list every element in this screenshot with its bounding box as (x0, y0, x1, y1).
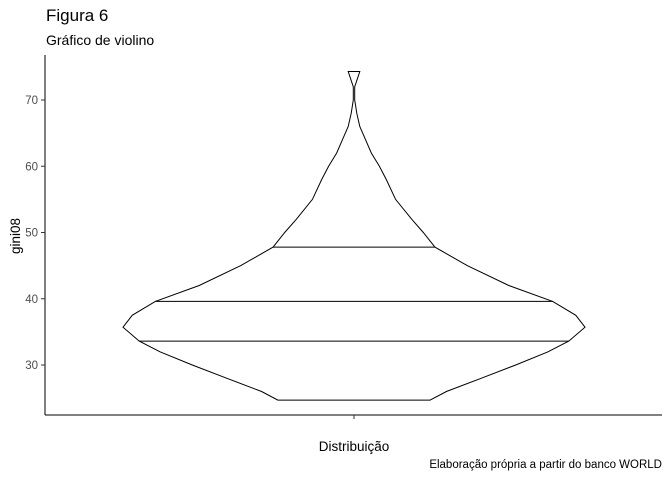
chart-caption: Elaboração própria a partir do banco WOR… (429, 459, 662, 471)
y-tick-label: 30 (25, 360, 38, 372)
y-tick-label: 70 (25, 95, 38, 107)
violin-outline (122, 71, 586, 401)
y-tick-label: 50 (25, 228, 38, 240)
chart-subtitle: Gráfico de violino (46, 32, 155, 48)
chart-title: Figura 6 (46, 6, 109, 25)
y-ticks: 30 40 50 60 70 (25, 95, 45, 372)
y-tick-label: 40 (25, 294, 38, 306)
quantile-lines (139, 246, 569, 342)
x-axis-title: Distribuição (319, 439, 390, 454)
y-tick-label: 60 (25, 161, 38, 173)
y-axis-title: gini08 (8, 218, 23, 254)
